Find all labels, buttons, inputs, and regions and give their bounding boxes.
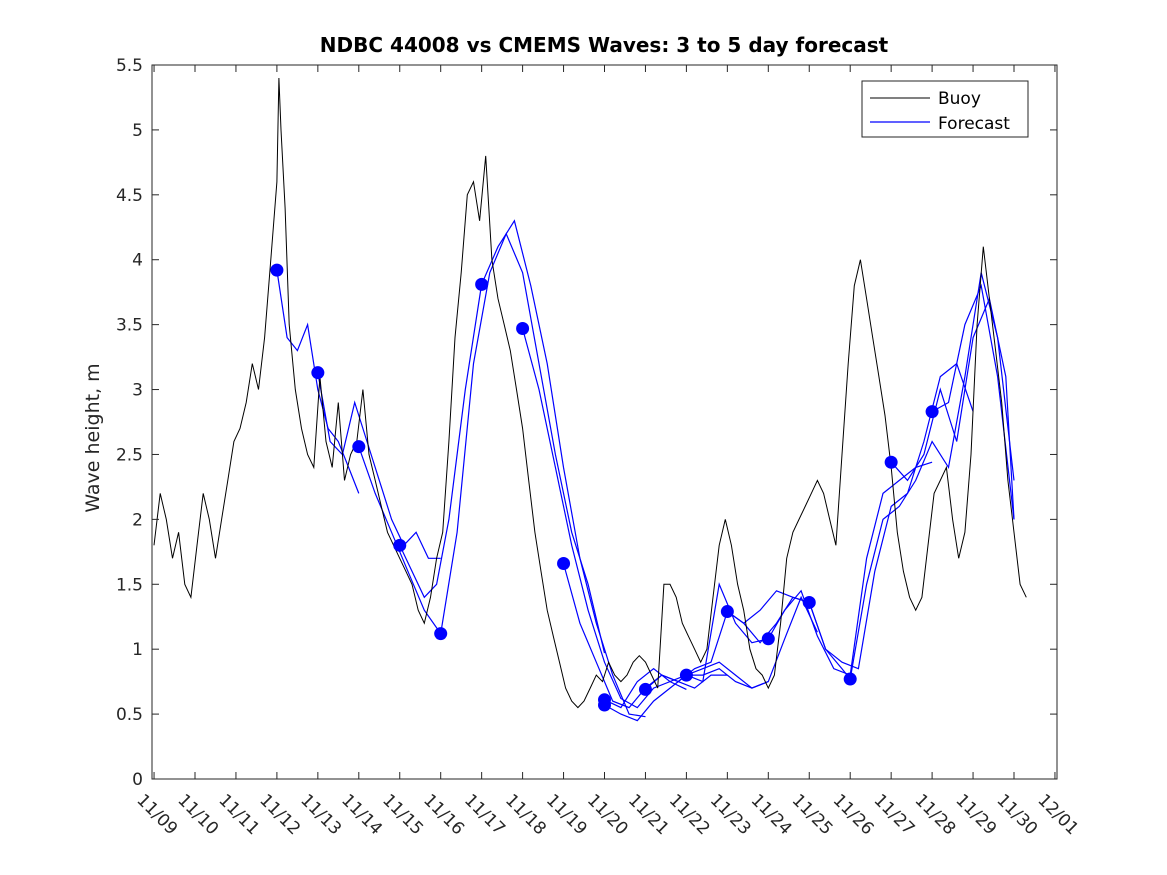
- y-tick-label: 0: [132, 770, 143, 790]
- forecast-series-line: [481, 219, 646, 718]
- forecast-marker: [638, 682, 652, 696]
- legend-buoy-label: Buoy: [938, 89, 981, 109]
- y-tick-label: 5.5: [116, 56, 143, 76]
- chart-title: NDBC 44008 vs CMEMS Waves: 3 to 5 day fo…: [320, 33, 889, 57]
- forecast-marker-group: [270, 263, 939, 712]
- plot-area: [152, 65, 1057, 779]
- forecast-marker: [557, 557, 571, 571]
- y-tick-label: 0.5: [116, 705, 143, 725]
- y-axis-label: Wave height, m: [82, 363, 104, 512]
- y-axis: 0 0.5 1 1.5 2 2.5 3 3.5 4 4.5 5 5.5: [116, 56, 1057, 790]
- legend-box: [861, 80, 1029, 138]
- forecast-marker: [270, 263, 284, 277]
- forecast-series-line: [522, 328, 687, 709]
- forecast-series-line: [317, 372, 441, 559]
- y-tick-label: 1: [132, 640, 143, 660]
- forecast-marker: [884, 455, 898, 469]
- forecast-series-line: [849, 272, 1015, 680]
- forecast-marker: [311, 366, 325, 380]
- forecast-marker: [434, 627, 448, 641]
- forecast-series-line: [931, 283, 1015, 520]
- y-tick-label: 3.5: [116, 316, 143, 336]
- buoy-series-line: [153, 77, 1027, 709]
- forecast-series-line: [686, 595, 818, 689]
- forecast-marker: [352, 440, 366, 454]
- forecast-marker: [925, 405, 939, 419]
- forecast-series-line: [808, 362, 974, 670]
- forecast-marker: [720, 605, 734, 619]
- forecast-marker: [475, 277, 489, 291]
- legend: Buoy Forecast: [861, 80, 1029, 138]
- y-tick-label: 4: [132, 251, 143, 271]
- forecast-marker: [393, 538, 407, 552]
- forecast-marker: [843, 672, 857, 686]
- y-tick-label: 2: [132, 510, 143, 530]
- y-tick-label: 2.5: [116, 445, 143, 465]
- forecast-series-line: [399, 284, 483, 599]
- forecast-marker: [679, 668, 693, 682]
- y-tick-label: 3: [132, 381, 143, 401]
- buoy-series-group: [153, 77, 1027, 709]
- forecast-marker: [516, 322, 530, 336]
- forecast-series-line: [727, 596, 851, 680]
- forecast-series-line: [440, 232, 606, 654]
- y-tick-label: 4.5: [116, 186, 143, 206]
- forecast-marker: [802, 595, 816, 609]
- forecast-series-line: [890, 296, 1015, 520]
- legend-forecast-label: Forecast: [938, 114, 1010, 134]
- forecast-marker: [598, 698, 611, 712]
- forecast-marker: [761, 632, 775, 646]
- y-tick-label: 5: [132, 121, 143, 141]
- y-tick-label: 1.5: [116, 575, 143, 595]
